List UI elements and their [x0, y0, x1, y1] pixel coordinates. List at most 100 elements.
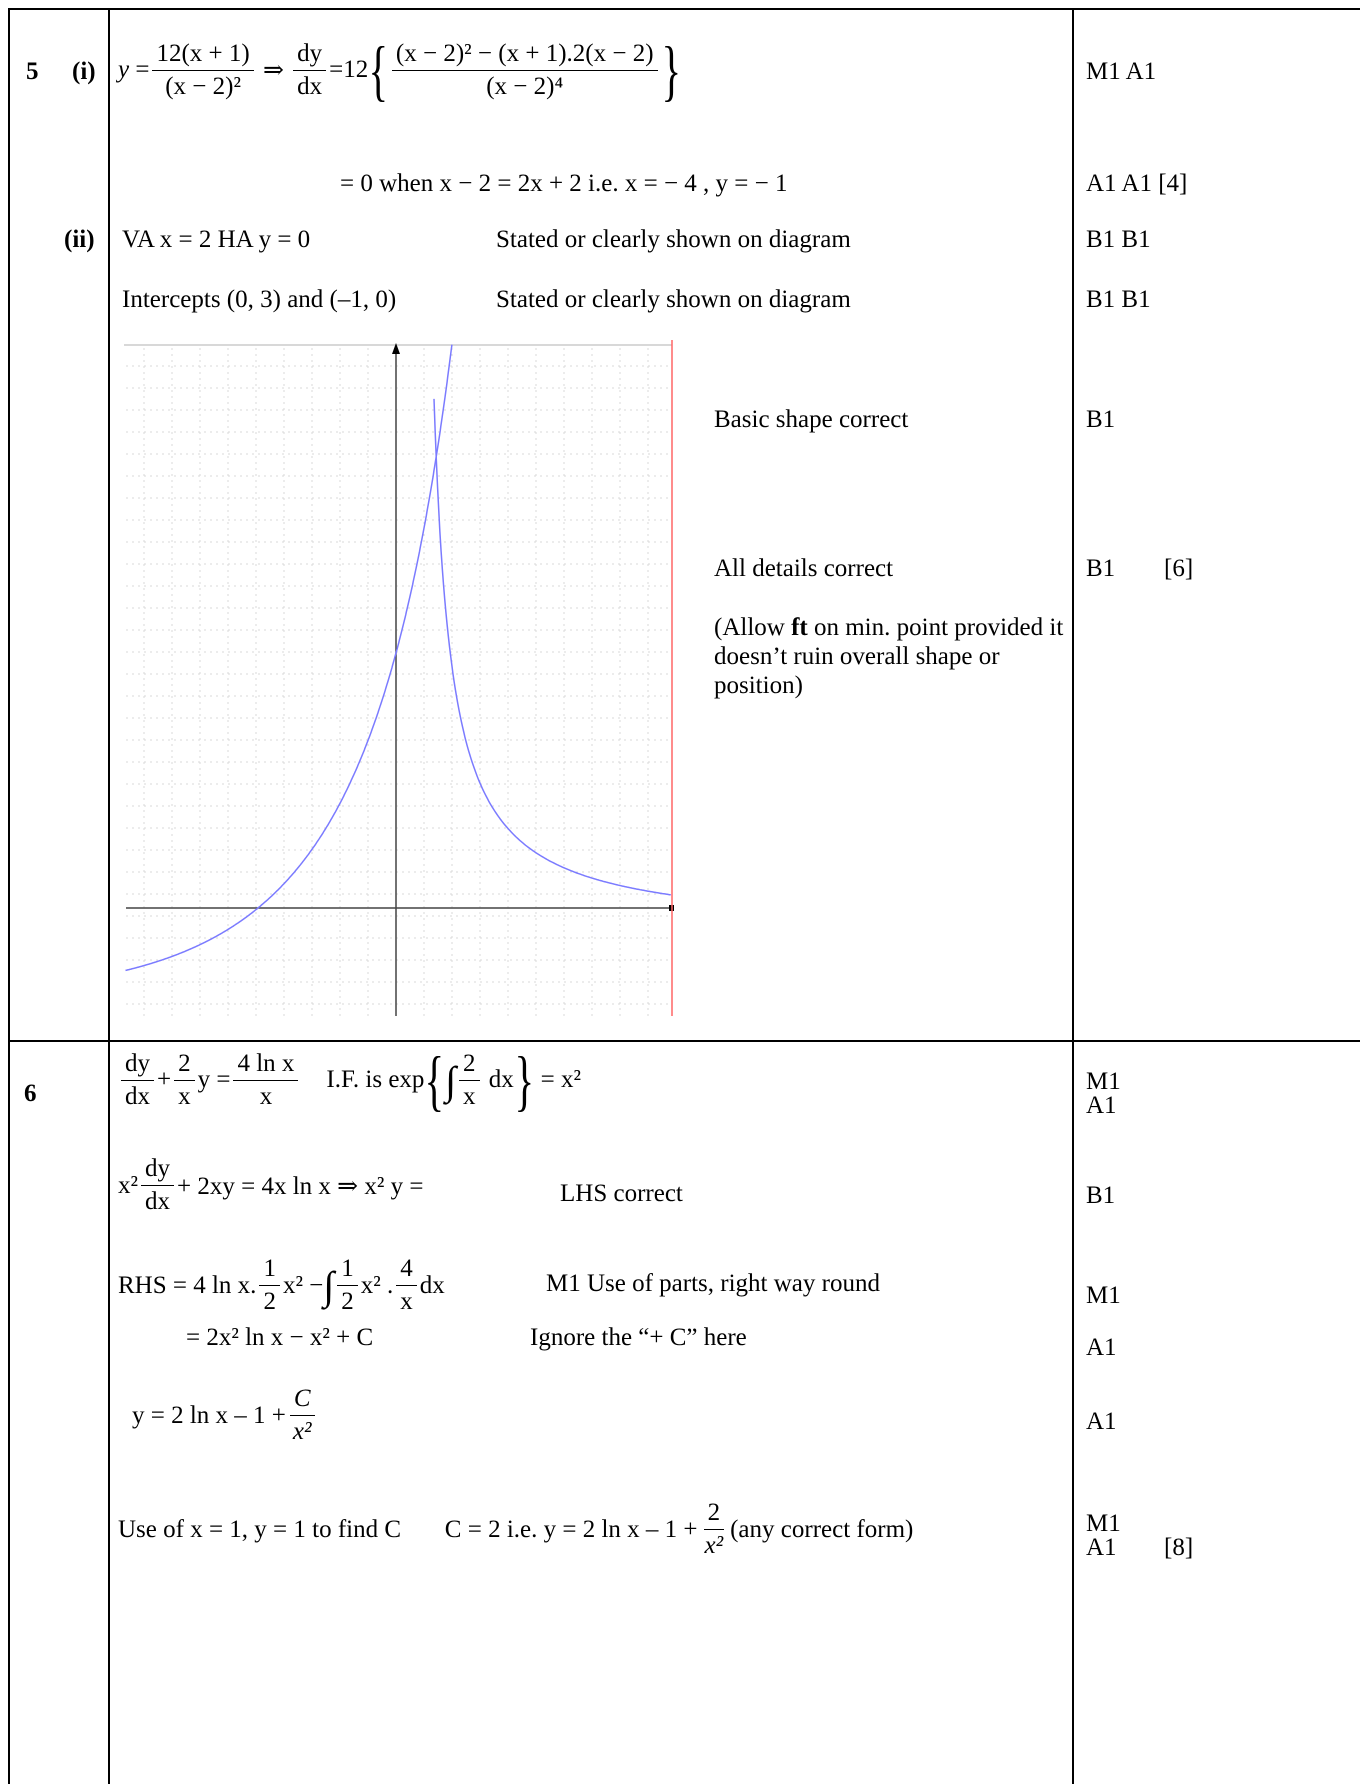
l1-rhs: 4 ln x x	[233, 1049, 298, 1112]
l2-derivative: dy dx	[141, 1154, 174, 1217]
row-divider	[8, 1040, 1360, 1042]
if-left-brace-icon: {	[425, 1046, 445, 1114]
basic-shape-note: Basic shape correct	[714, 406, 908, 434]
l6-den: x²	[701, 1530, 728, 1561]
l1-inum: 2	[459, 1049, 480, 1081]
graph	[124, 340, 680, 1020]
l6-2-over-x2: 2 x²	[701, 1498, 728, 1561]
eq1-num: 12(x + 1)	[152, 39, 253, 71]
curve-right-branch	[434, 399, 671, 895]
l6-a: Use of x = 1, y = 1 to find C	[118, 1516, 401, 1544]
l3-start: RHS = 4 ln x.	[118, 1272, 256, 1300]
integral-sign-2-icon: ∫	[323, 1262, 334, 1309]
l5-start: y = 2 ln x – 1 +	[132, 1402, 286, 1430]
l1-x: x	[174, 1081, 195, 1112]
q6-line2: x² dy dx + 2xy = 4x ln x ⇒ x² y =	[118, 1154, 423, 1217]
l1-marks-a1: A1	[1086, 1092, 1117, 1120]
l3-marks: M1	[1086, 1282, 1121, 1310]
l3-fd: x	[396, 1286, 417, 1317]
q6-line4: = 2x² ln x − x² + C	[186, 1324, 373, 1352]
l3-mid: x² −	[283, 1272, 323, 1300]
l2-marks: B1	[1086, 1182, 1115, 1210]
l3-four-over-x: 4 x	[396, 1254, 417, 1317]
l1-two-over-x: 2 x	[174, 1049, 195, 1112]
table-border-top	[8, 8, 1360, 10]
eq1-fraction: 12(x + 1) (x − 2)²	[152, 39, 253, 102]
stated-note-1: Stated or clearly shown on diagram	[496, 226, 851, 254]
l5-marks: A1	[1086, 1408, 1117, 1436]
integral-sign-icon: ∫	[445, 1057, 456, 1104]
l1-rnum: 4 ln x	[233, 1049, 298, 1081]
lhs-correct-note: LHS correct	[560, 1180, 683, 1208]
l2-end: + 2xy = 4x ln x ⇒ x² y =	[177, 1171, 423, 1201]
q6-total-marks: [8]	[1164, 1534, 1193, 1562]
label-col-divider	[108, 8, 110, 1784]
curve-left-branch	[126, 345, 452, 971]
all-details-marks: B1	[1086, 555, 1115, 583]
eq1-inner-num: (x − 2)² − (x + 1).2(x − 2)	[392, 39, 658, 71]
l1-if: I.F. is exp	[326, 1066, 424, 1094]
l3-half-2: 1 2	[337, 1254, 358, 1317]
q6-line1: dy dx + 2 x y = 4 ln x x I.F. is exp { ∫…	[118, 1046, 581, 1114]
l5-den: x²	[289, 1416, 316, 1447]
basic-shape-marks: B1	[1086, 406, 1115, 434]
l1-integrand: 2 x	[459, 1049, 480, 1112]
question-number-5: 5	[26, 58, 39, 86]
l6-num: 2	[704, 1498, 725, 1530]
asymptote-marks: B1 B1	[1086, 226, 1151, 254]
right-brace-icon: }	[661, 36, 681, 104]
l3-h1b: 1	[337, 1254, 358, 1286]
marks-col-divider	[1072, 8, 1074, 1784]
q6-line3: RHS = 4 ln x. 1 2 x² − ∫ 1 2 x² . 4 x dx	[118, 1254, 445, 1317]
eq1-coef: 12	[343, 56, 368, 84]
part-ii-label: (ii)	[64, 226, 95, 254]
allow-ft: ft	[791, 614, 808, 641]
q6-line6: Use of x = 1, y = 1 to find C C = 2 i.e.…	[118, 1498, 913, 1561]
l2-dx: dx	[141, 1186, 174, 1217]
asymptotes-text: VA x = 2 HA y = 0	[122, 226, 310, 254]
l1-end: = x²	[541, 1066, 581, 1094]
all-details-note: All details correct	[714, 555, 893, 583]
allow-prefix: (Allow	[714, 614, 791, 641]
l5-c-over-x2: C x²	[289, 1384, 316, 1447]
l6-marks-a1: A1	[1086, 1534, 1117, 1562]
l6-b: C = 2 i.e. y = 2 ln x – 1 +	[445, 1516, 698, 1544]
l5-num: C	[290, 1384, 315, 1416]
eq2-marks: A1 A1 [4]	[1086, 170, 1187, 198]
q5-derivative-equation: y = 12(x + 1) (x − 2)² ⇒ dy dx = 12 { (x …	[118, 36, 681, 104]
q6-line5: y = 2 ln x – 1 + C x²	[132, 1384, 319, 1447]
l1-dx: dx	[121, 1081, 154, 1112]
eq1-den: (x − 2)²	[161, 71, 245, 102]
l2-dy: dy	[141, 1154, 174, 1186]
l6-c: (any correct form)	[730, 1516, 913, 1544]
intercept-marks: B1 B1	[1086, 286, 1151, 314]
l1-derivative: dy dx	[121, 1049, 154, 1112]
intercepts-text: Intercepts (0, 3) and (–1, 0)	[122, 286, 396, 314]
use-of-parts-note: M1 Use of parts, right way round	[546, 1270, 880, 1298]
eq1-inner-den: (x − 2)⁴	[482, 71, 567, 102]
l3-h2b: 2	[337, 1286, 358, 1317]
left-brace-icon: {	[369, 36, 389, 104]
l3-h2: 2	[259, 1286, 280, 1317]
eq1-marks: M1 A1	[1086, 58, 1156, 86]
l1-rden: x	[256, 1081, 277, 1112]
question-number-6: 6	[24, 1080, 37, 1108]
l3-end: dx	[420, 1272, 445, 1300]
eq1-inner-fraction: (x − 2)² − (x + 1).2(x − 2) (x − 2)⁴	[392, 39, 658, 102]
l2-start: x²	[118, 1172, 138, 1200]
q5-total-marks: [6]	[1164, 555, 1193, 583]
eq1-y: y	[118, 56, 129, 84]
eq1-dy: dy	[293, 39, 326, 71]
l1-2: 2	[174, 1049, 195, 1081]
l3-fn: 4	[396, 1254, 417, 1286]
ignore-c-note: Ignore the “+ C” here	[530, 1324, 747, 1352]
eq1-dx: dx	[293, 71, 326, 102]
part-i-label: (i)	[72, 58, 96, 86]
l3-h1: 1	[259, 1254, 280, 1286]
table-border-left	[8, 8, 10, 1784]
l3-mid2: x² .	[361, 1272, 394, 1300]
graph-grid	[126, 348, 672, 1016]
eq1-derivative: dy dx	[293, 39, 326, 102]
stated-note-2: Stated or clearly shown on diagram	[496, 286, 851, 314]
l1-dy: dy	[121, 1049, 154, 1081]
